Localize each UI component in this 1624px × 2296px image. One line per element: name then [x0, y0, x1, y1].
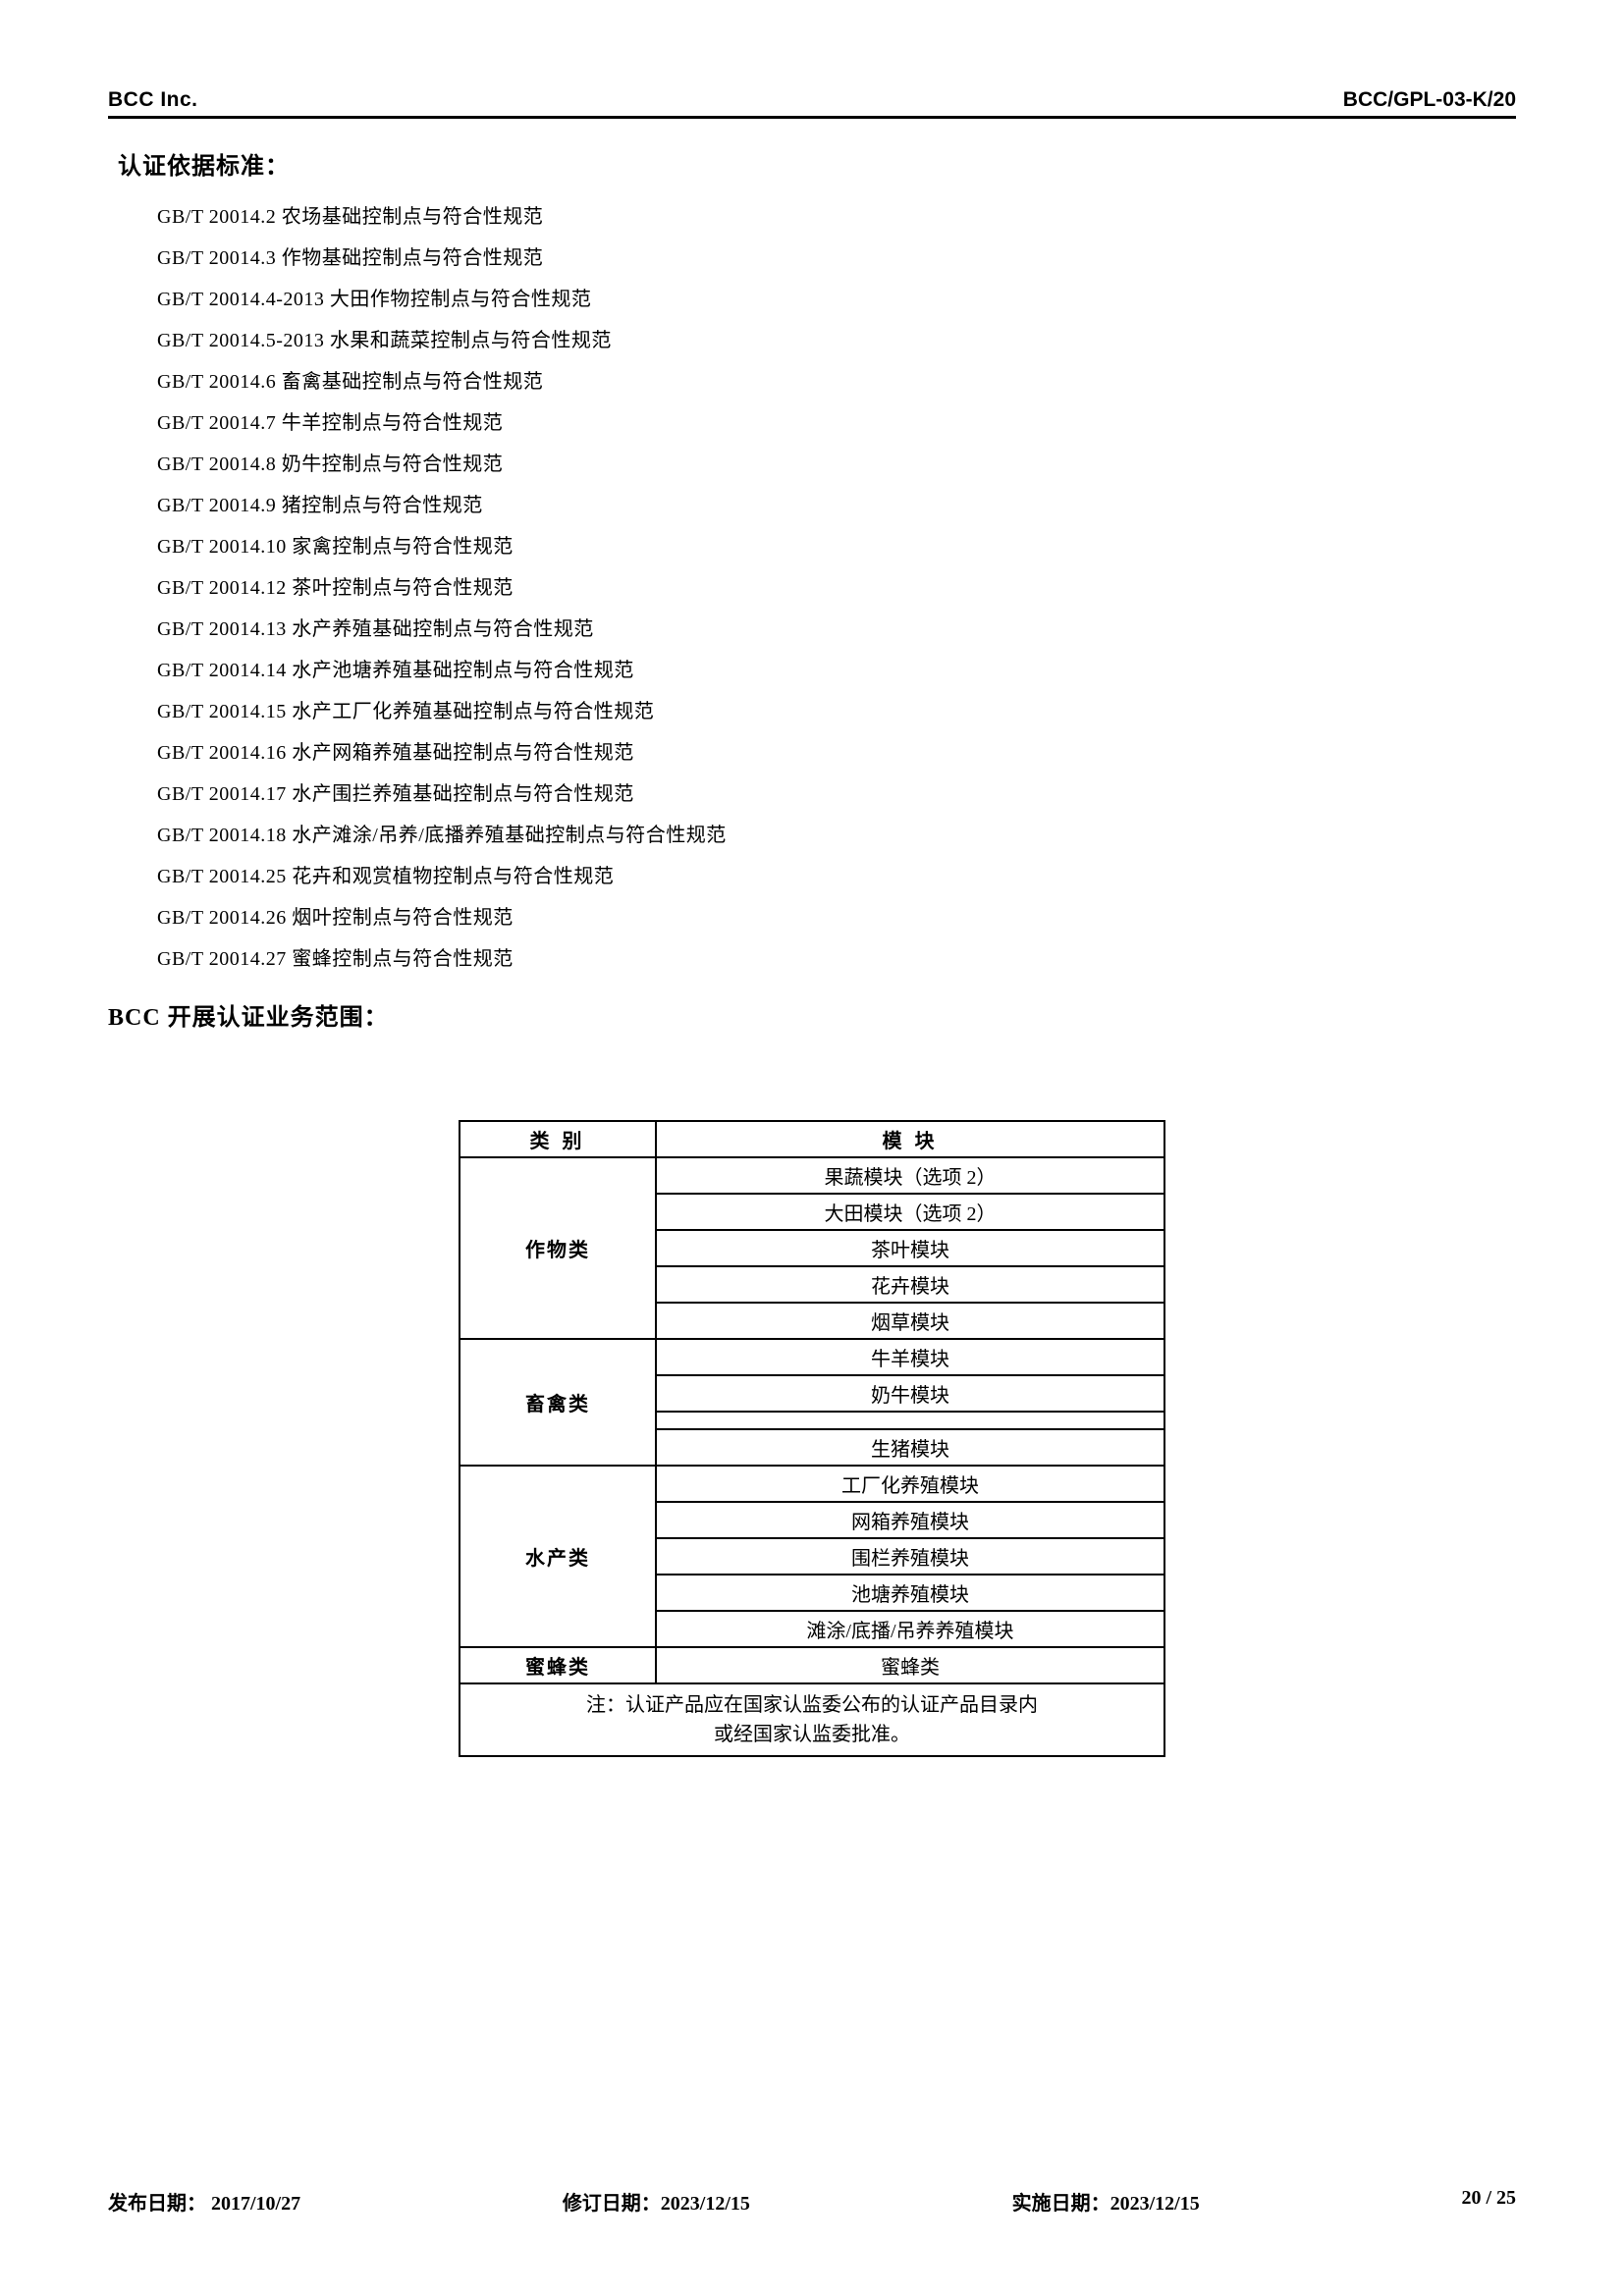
standard-item: GB/T 20014.2 农场基础控制点与符合性规范 [157, 196, 1516, 238]
module-cell: 生猪模块 [656, 1429, 1164, 1466]
standard-item: GB/T 20014.8 奶牛控制点与符合性规范 [157, 444, 1516, 485]
footer-publish-date: 发布日期： 2017/10/27 [108, 2187, 300, 2216]
module-cell: 牛羊模块 [656, 1339, 1164, 1375]
footer-page-number: 20 / 25 [1461, 2187, 1516, 2216]
table-row: 作物类 果蔬模块（选项 2） [460, 1157, 1164, 1194]
section-title-standards: 认证依据标准： [118, 146, 1516, 181]
standard-item: GB/T 20014.17 水产围拦养殖基础控制点与符合性规范 [157, 774, 1516, 815]
standard-item: GB/T 20014.27 蜜蜂控制点与符合性规范 [157, 938, 1516, 980]
standard-item: GB/T 20014.6 畜禽基础控制点与符合性规范 [157, 361, 1516, 402]
page-footer: 发布日期： 2017/10/27 修订日期：2023/12/15 实施日期：20… [108, 2187, 1516, 2216]
standard-item: GB/T 20014.25 花卉和观赏植物控制点与符合性规范 [157, 856, 1516, 897]
standard-item: GB/T 20014.18 水产滩涂/吊养/底播养殖基础控制点与符合性规范 [157, 815, 1516, 856]
module-cell: 果蔬模块（选项 2） [656, 1157, 1164, 1194]
col-header-module: 模 块 [656, 1121, 1164, 1157]
category-cell-livestock: 畜禽类 [460, 1339, 656, 1466]
header-doc-code: BCC/GPL-03-K/20 [1343, 88, 1516, 112]
standard-item: GB/T 20014.3 作物基础控制点与符合性规范 [157, 238, 1516, 279]
standard-item: GB/T 20014.9 猪控制点与符合性规范 [157, 485, 1516, 526]
section-title-business-scope: BCC 开展认证业务范围： [108, 997, 1516, 1032]
standard-item: GB/T 20014.10 家禽控制点与符合性规范 [157, 526, 1516, 567]
standard-item: GB/T 20014.26 烟叶控制点与符合性规范 [157, 897, 1516, 938]
category-cell-crops: 作物类 [460, 1157, 656, 1339]
standard-item: GB/T 20014.16 水产网箱养殖基础控制点与符合性规范 [157, 732, 1516, 774]
module-cell: 围栏养殖模块 [656, 1538, 1164, 1575]
standard-item: GB/T 20014.7 牛羊控制点与符合性规范 [157, 402, 1516, 444]
standard-item: GB/T 20014.5-2013 水果和蔬菜控制点与符合性规范 [157, 320, 1516, 361]
table-note: 注：认证产品应在国家认监委公布的认证产品目录内 或经国家认监委批准。 [460, 1683, 1164, 1756]
table-row: 水产类 工厂化养殖模块 [460, 1466, 1164, 1502]
business-scope-table-wrap: 类 别 模 块 作物类 果蔬模块（选项 2） 大田模块（选项 2） 茶叶模块 花… [108, 1120, 1516, 1757]
standard-item: GB/T 20014.4-2013 大田作物控制点与符合性规范 [157, 279, 1516, 320]
module-cell: 工厂化养殖模块 [656, 1466, 1164, 1502]
module-cell: 池塘养殖模块 [656, 1575, 1164, 1611]
table-header-row: 类 别 模 块 [460, 1121, 1164, 1157]
business-scope-table: 类 别 模 块 作物类 果蔬模块（选项 2） 大田模块（选项 2） 茶叶模块 花… [459, 1120, 1165, 1757]
table-note-line1: 注：认证产品应在国家认监委公布的认证产品目录内 [470, 1690, 1154, 1720]
standard-item: GB/T 20014.14 水产池塘养殖基础控制点与符合性规范 [157, 650, 1516, 691]
module-cell-empty [656, 1412, 1164, 1429]
col-header-category: 类 别 [460, 1121, 656, 1157]
standards-list: GB/T 20014.2 农场基础控制点与符合性规范 GB/T 20014.3 … [157, 196, 1516, 980]
module-cell: 滩涂/底播/吊养养殖模块 [656, 1611, 1164, 1647]
standard-item: GB/T 20014.13 水产养殖基础控制点与符合性规范 [157, 609, 1516, 650]
footer-revise-date: 修订日期：2023/12/15 [563, 2187, 750, 2216]
module-cell: 茶叶模块 [656, 1230, 1164, 1266]
table-note-line2: 或经国家认监委批准。 [470, 1720, 1154, 1749]
table-row: 蜜蜂类 蜜蜂类 [460, 1647, 1164, 1683]
module-cell: 大田模块（选项 2） [656, 1194, 1164, 1230]
table-note-row: 注：认证产品应在国家认监委公布的认证产品目录内 或经国家认监委批准。 [460, 1683, 1164, 1756]
module-cell: 花卉模块 [656, 1266, 1164, 1303]
header-company: BCC Inc. [108, 88, 198, 112]
module-cell: 烟草模块 [656, 1303, 1164, 1339]
category-cell-bee: 蜜蜂类 [460, 1647, 656, 1683]
module-cell: 奶牛模块 [656, 1375, 1164, 1412]
page-header: BCC Inc. BCC/GPL-03-K/20 [108, 88, 1516, 119]
footer-effect-date: 实施日期：2023/12/15 [1012, 2187, 1200, 2216]
module-cell: 蜜蜂类 [656, 1647, 1164, 1683]
standard-item: GB/T 20014.12 茶叶控制点与符合性规范 [157, 567, 1516, 609]
standard-item: GB/T 20014.15 水产工厂化养殖基础控制点与符合性规范 [157, 691, 1516, 732]
table-row: 畜禽类 牛羊模块 [460, 1339, 1164, 1375]
category-cell-aquaculture: 水产类 [460, 1466, 656, 1647]
module-cell: 网箱养殖模块 [656, 1502, 1164, 1538]
